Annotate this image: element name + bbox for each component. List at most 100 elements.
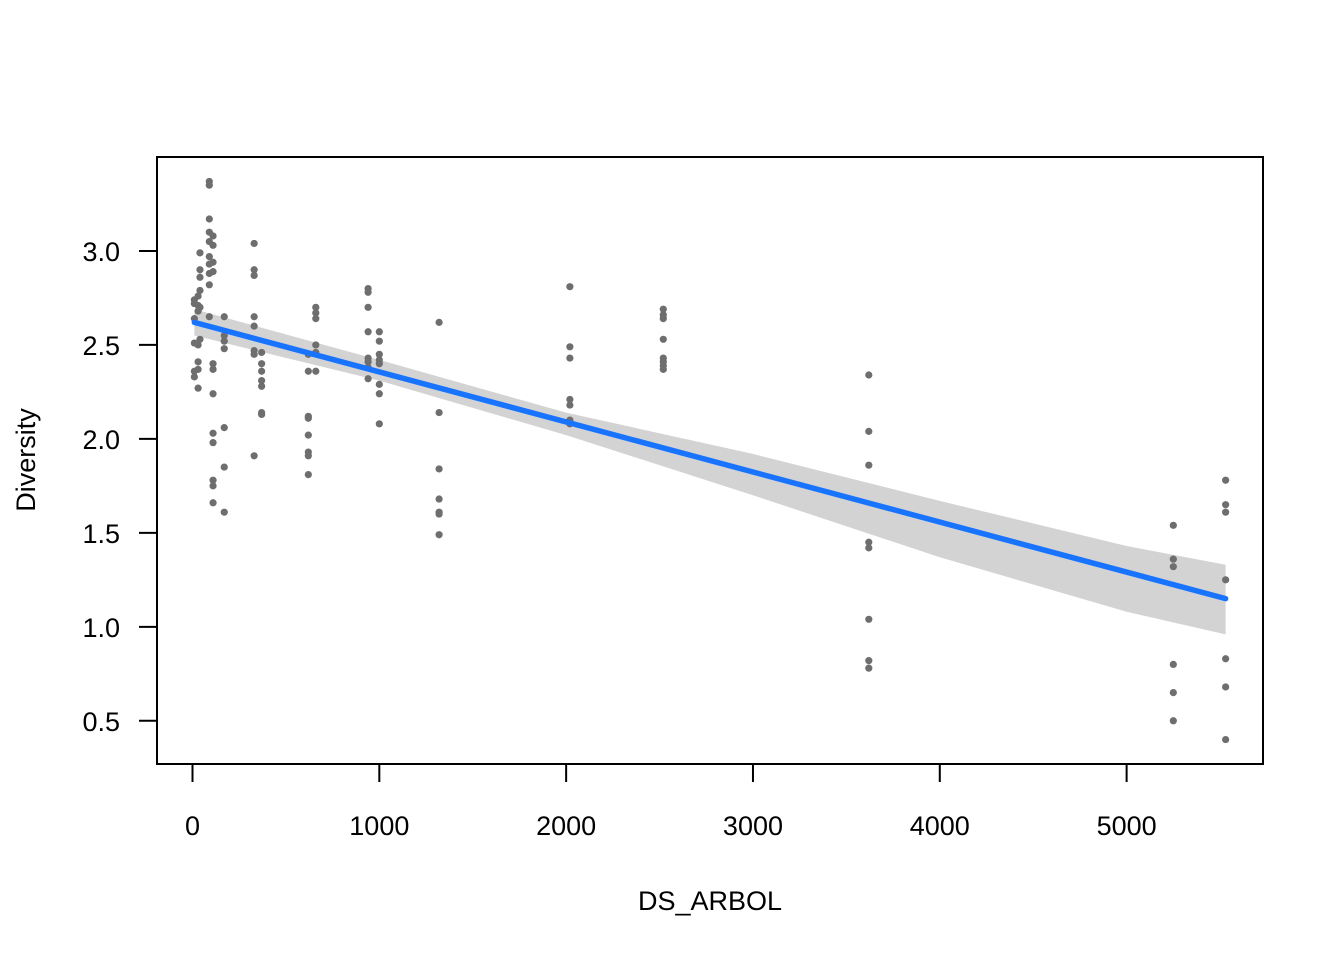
data-point <box>209 439 217 447</box>
data-point <box>312 341 320 349</box>
data-point <box>375 337 383 345</box>
data-point <box>209 390 217 398</box>
data-point <box>364 358 372 366</box>
data-point <box>435 495 443 503</box>
data-point <box>209 365 217 373</box>
data-point <box>304 470 312 479</box>
data-point <box>865 371 873 379</box>
data-point <box>566 343 574 351</box>
data-point <box>1222 655 1230 663</box>
x-axis-title: DS_ARBOL <box>638 886 782 916</box>
data-point <box>205 313 213 321</box>
data-point <box>435 510 443 518</box>
y-tick-label: 2.5 <box>82 331 120 361</box>
data-point <box>1222 735 1230 744</box>
data-point <box>304 367 312 375</box>
data-point <box>209 360 217 368</box>
data-point <box>258 382 266 390</box>
data-point <box>659 315 667 323</box>
x-tick-label: 3000 <box>723 811 783 841</box>
data-point <box>1169 563 1177 571</box>
data-point <box>194 384 202 392</box>
data-point <box>194 358 202 366</box>
data-point <box>865 461 873 469</box>
data-point <box>220 331 228 340</box>
data-point <box>375 360 383 368</box>
data-point <box>258 377 266 385</box>
x-tick-label: 2000 <box>536 811 596 841</box>
data-point <box>435 408 443 417</box>
data-point <box>258 360 266 368</box>
data-point <box>566 283 574 291</box>
data-point <box>435 465 443 473</box>
data-point <box>209 232 217 240</box>
data-point <box>250 452 258 460</box>
data-point <box>375 350 383 358</box>
data-point <box>1169 521 1177 529</box>
data-point <box>659 305 667 313</box>
data-point <box>375 328 383 336</box>
fit-line-layer <box>191 319 1229 602</box>
data-point <box>196 249 204 257</box>
data-point <box>220 508 228 516</box>
data-point <box>220 345 228 353</box>
data-point <box>364 375 372 383</box>
data-point <box>196 303 204 311</box>
data-point <box>659 335 667 343</box>
y-tick-label: 0.5 <box>82 707 120 737</box>
data-point <box>1222 508 1230 516</box>
data-point <box>364 288 372 296</box>
data-point <box>312 315 320 323</box>
data-point <box>566 354 574 362</box>
data-point <box>258 367 266 375</box>
data-point <box>194 341 202 349</box>
data-point <box>865 657 873 665</box>
data-point <box>196 273 204 281</box>
data-point <box>250 313 258 321</box>
data-point <box>220 337 228 345</box>
data-point <box>1169 717 1177 725</box>
data-point <box>375 420 383 428</box>
data-point <box>865 615 873 623</box>
data-point <box>865 544 873 552</box>
data-point <box>205 181 213 189</box>
data-point <box>1169 555 1177 563</box>
data-point <box>196 266 204 274</box>
data-point <box>659 365 667 373</box>
data-point <box>250 271 258 279</box>
data-point <box>209 258 217 266</box>
data-point <box>435 531 443 539</box>
data-point <box>435 318 443 326</box>
data-point <box>209 268 217 276</box>
data-point <box>196 335 204 343</box>
data-point <box>1169 660 1177 668</box>
data-point <box>220 463 228 471</box>
points-layer <box>190 177 1230 744</box>
y-axis: 0.5 1.0 1.5 2.0 2.5 3.0 <box>82 237 158 737</box>
data-point <box>312 303 320 311</box>
y-tick-label: 1.5 <box>82 519 120 549</box>
x-axis: 0 1000 2000 3000 4000 5000 <box>185 763 1157 841</box>
confidence-band <box>194 309 1226 635</box>
data-point <box>865 427 873 435</box>
data-point <box>364 328 372 336</box>
x-tick-label: 0 <box>185 811 200 841</box>
data-point <box>250 350 258 358</box>
data-point <box>250 239 258 248</box>
data-point <box>304 414 312 422</box>
data-point <box>194 365 202 373</box>
data-point <box>1222 576 1230 584</box>
data-point <box>312 309 320 317</box>
data-point <box>375 380 383 388</box>
y-tick-label: 2.0 <box>82 425 120 455</box>
data-point <box>209 241 217 249</box>
data-point <box>205 215 213 223</box>
data-point <box>205 281 213 289</box>
data-point <box>205 253 213 261</box>
data-point <box>304 431 312 439</box>
data-point <box>209 476 217 484</box>
data-point <box>375 390 383 398</box>
confidence-band-layer <box>194 309 1226 635</box>
data-point <box>209 429 217 437</box>
